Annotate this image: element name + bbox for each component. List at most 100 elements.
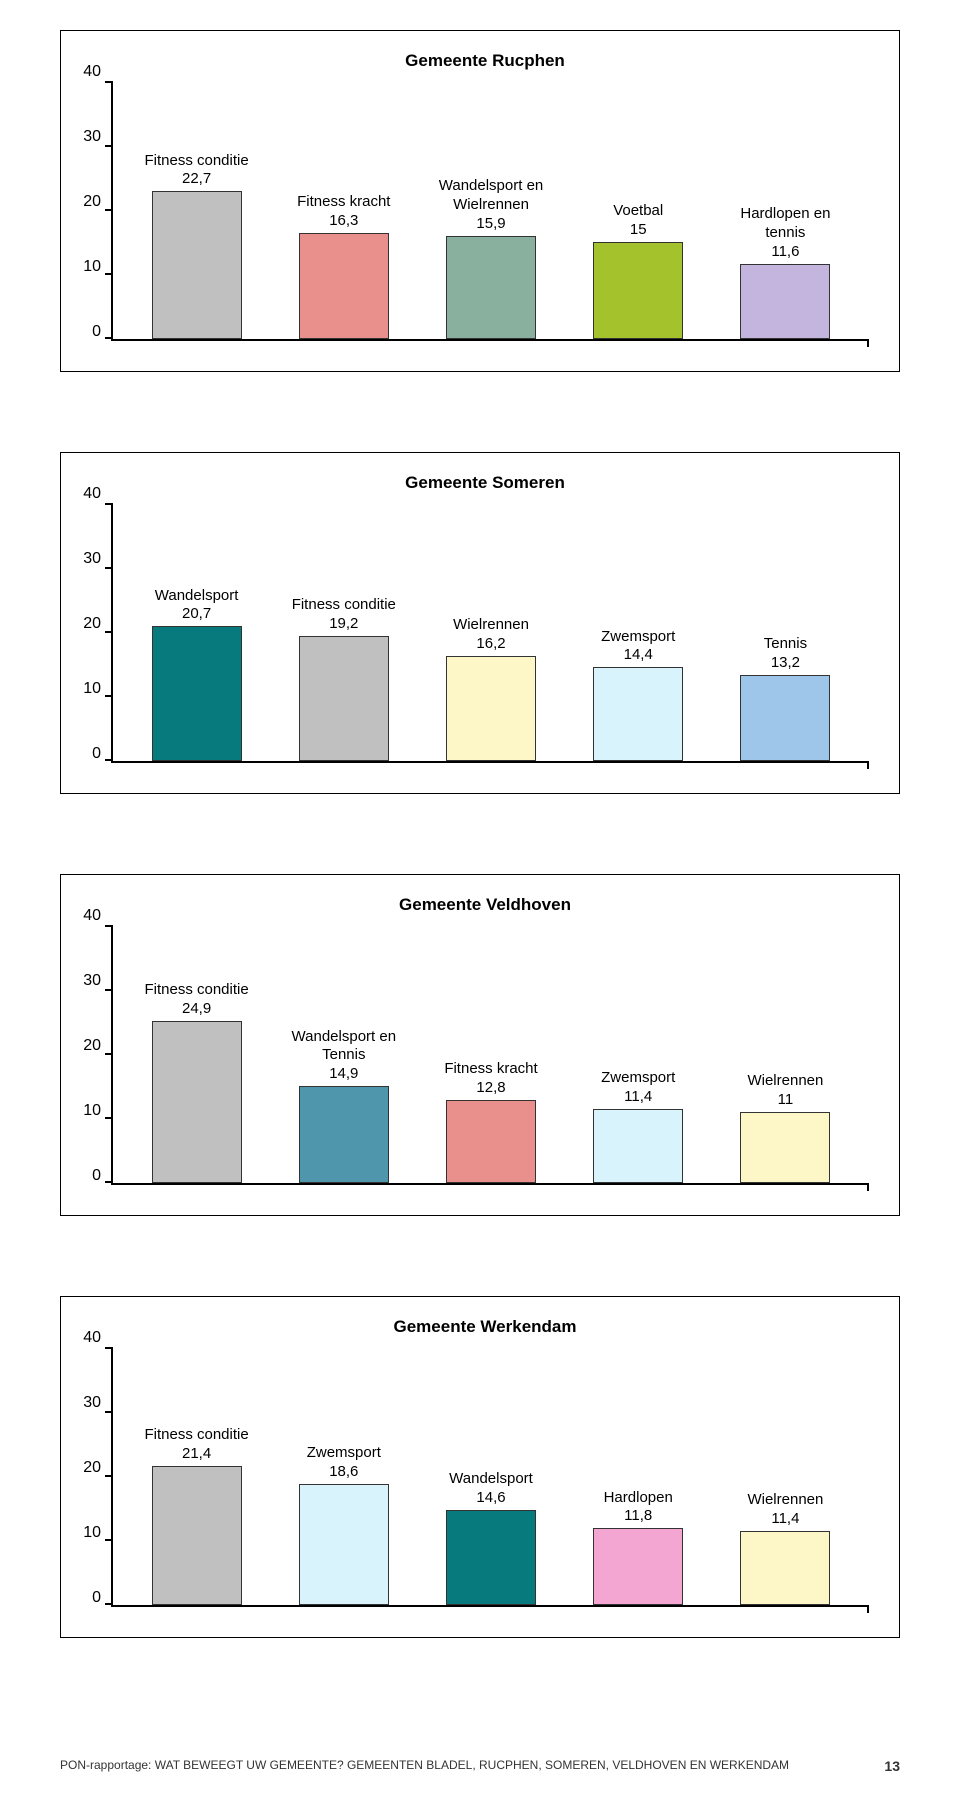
chart-area: 403020100Wandelsport20,7Fitness conditie…	[101, 503, 869, 763]
bar-slot: Hardlopen11,8	[565, 1347, 712, 1605]
bar-label-wrap: Fitness conditie24,9	[123, 981, 270, 1017]
bar-label-wrap: Fitness kracht12,8	[417, 1060, 564, 1096]
chart-title: Gemeente Rucphen	[101, 51, 869, 71]
bar	[152, 626, 242, 761]
plot-area: Wandelsport20,7Fitness conditie19,2Wielr…	[111, 503, 869, 763]
bar-label-wrap: Fitness conditie21,4	[123, 1426, 270, 1462]
bar-value-label: 11,8	[624, 1507, 652, 1524]
bar-value-label: 14,4	[624, 646, 653, 663]
bar	[299, 1086, 389, 1183]
bar-label-wrap: Fitness kracht16,3	[270, 193, 417, 229]
bar-value-label: 20,7	[182, 605, 211, 622]
bar	[740, 675, 830, 761]
bar-label-wrap: Tennis13,2	[712, 635, 859, 671]
bar	[593, 242, 683, 340]
bar-slot: Wielrennen11	[712, 925, 859, 1183]
chart-title: Gemeente Werkendam	[101, 1317, 869, 1337]
bar-category-label: Fitness kracht	[297, 193, 390, 212]
bar-value-label: 24,9	[182, 1000, 211, 1017]
bar-slot: Zwemsport18,6	[270, 1347, 417, 1605]
bar-category-label: Fitness kracht	[444, 1060, 537, 1079]
bar-slot: Hardlopen en tennis11,6	[712, 81, 859, 339]
bar-category-label: Fitness conditie	[292, 596, 396, 615]
bar-label-wrap: Wandelsport en Tennis14,9	[270, 1028, 417, 1083]
bar	[299, 636, 389, 761]
bar	[152, 191, 242, 339]
bar-label-wrap: Wandelsport en Wielrennen15,9	[417, 177, 564, 232]
chart-title: Gemeente Someren	[101, 473, 869, 493]
bar-category-label: Tennis	[764, 635, 807, 654]
bar-value-label: 11	[778, 1091, 794, 1108]
bar-category-label: Fitness conditie	[144, 1426, 248, 1445]
bar-category-label: Hardlopen	[604, 1489, 673, 1508]
bar-label-wrap: Wandelsport14,6	[417, 1470, 564, 1506]
bar-category-label: Wandelsport en Wielrennen	[439, 177, 544, 215]
bar-value-label: 19,2	[329, 615, 358, 632]
bar	[299, 233, 389, 339]
chart-box: Gemeente Werkendam403020100Fitness condi…	[60, 1296, 900, 1638]
bar-category-label: Wandelsport en Tennis	[292, 1028, 397, 1066]
bar	[593, 1528, 683, 1605]
bar-value-label: 11,6	[771, 243, 799, 260]
bar-category-label: Hardlopen en tennis	[740, 205, 830, 243]
bar-slot: Fitness kracht12,8	[417, 925, 564, 1183]
chart-title: Gemeente Veldhoven	[101, 895, 869, 915]
bar-category-label: Zwemsport	[601, 628, 675, 647]
bar-value-label: 18,6	[329, 1463, 358, 1480]
bar	[593, 1109, 683, 1183]
footer-text: PON-rapportage: WAT BEWEEGT UW GEMEENTE?…	[60, 1758, 789, 1772]
chart-area: 403020100Fitness conditie22,7Fitness kra…	[101, 81, 869, 341]
bar	[740, 264, 830, 339]
bar-slot: Wandelsport en Wielrennen15,9	[417, 81, 564, 339]
bar-category-label: Fitness conditie	[144, 981, 248, 1000]
bar-slot: Voetbal15	[565, 81, 712, 339]
plot-area: Fitness conditie24,9Wandelsport en Tenni…	[111, 925, 869, 1185]
bar-slot: Fitness kracht16,3	[270, 81, 417, 339]
bar-slot: Wandelsport en Tennis14,9	[270, 925, 417, 1183]
bar-label-wrap: Fitness conditie22,7	[123, 152, 270, 188]
bar-category-label: Wielrennen	[453, 616, 529, 635]
chart-box: Gemeente Someren403020100Wandelsport20,7…	[60, 452, 900, 794]
plot-area: Fitness conditie21,4Zwemsport18,6Wandels…	[111, 1347, 869, 1607]
bar-value-label: 12,8	[476, 1079, 505, 1096]
chart-area: 403020100Fitness conditie24,9Wandelsport…	[101, 925, 869, 1185]
bar	[446, 236, 536, 339]
bar-slot: Zwemsport11,4	[565, 925, 712, 1183]
bar-category-label: Wandelsport	[449, 1470, 533, 1489]
bar-slot: Tennis13,2	[712, 503, 859, 761]
bar-slot: Wandelsport20,7	[123, 503, 270, 761]
bar-value-label: 13,2	[771, 654, 800, 671]
bar-slot: Zwemsport14,4	[565, 503, 712, 761]
bar-category-label: Voetbal	[613, 202, 663, 221]
bar-slot: Wielrennen16,2	[417, 503, 564, 761]
bar	[446, 1100, 536, 1183]
bar-category-label: Wielrennen	[747, 1491, 823, 1510]
footer-page-number: 13	[884, 1758, 900, 1774]
bar-value-label: 16,2	[476, 635, 505, 652]
bar-slot: Fitness conditie24,9	[123, 925, 270, 1183]
bar-value-label: 11,4	[624, 1088, 652, 1105]
bar-value-label: 11,4	[771, 1510, 799, 1527]
chart-area: 403020100Fitness conditie21,4Zwemsport18…	[101, 1347, 869, 1607]
bar-label-wrap: Fitness conditie19,2	[270, 596, 417, 632]
bar-category-label: Zwemsport	[307, 1444, 381, 1463]
bar-label-wrap: Voetbal15	[565, 202, 712, 238]
bar-label-wrap: Hardlopen11,8	[565, 1489, 712, 1525]
bar-label-wrap: Wielrennen16,2	[417, 616, 564, 652]
chart-box: Gemeente Veldhoven 403020100Fitness condi…	[60, 874, 900, 1216]
bar	[299, 1484, 389, 1605]
bar-slot: Fitness conditie19,2	[270, 503, 417, 761]
bar-label-wrap: Wandelsport20,7	[123, 587, 270, 623]
bar-label-wrap: Wielrennen11	[712, 1072, 859, 1108]
bar-value-label: 15,9	[476, 215, 505, 232]
bar	[446, 1510, 536, 1605]
bar-label-wrap: Hardlopen en tennis11,6	[712, 205, 859, 260]
bar-value-label: 16,3	[329, 212, 358, 229]
plot-area: Fitness conditie22,7Fitness kracht16,3Wa…	[111, 81, 869, 341]
bar-slot: Fitness conditie21,4	[123, 1347, 270, 1605]
bar-value-label: 14,6	[476, 1489, 505, 1506]
bar	[740, 1112, 830, 1184]
bar-category-label: Wielrennen	[747, 1072, 823, 1091]
bar-label-wrap: Zwemsport11,4	[565, 1069, 712, 1105]
bar-label-wrap: Zwemsport14,4	[565, 628, 712, 664]
